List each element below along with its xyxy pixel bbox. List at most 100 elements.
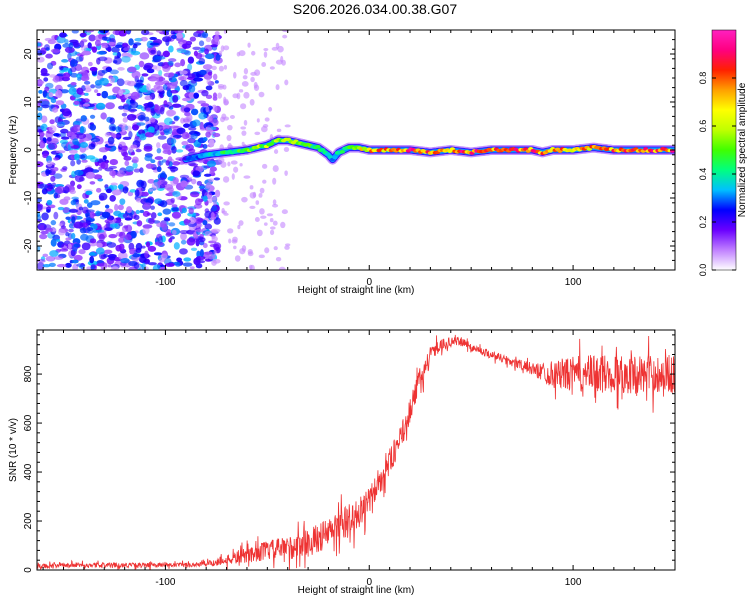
noise-blob (201, 31, 209, 39)
noise-blob (264, 247, 270, 254)
noise-blob (74, 174, 84, 183)
noise-blob (196, 30, 205, 34)
noise-blob (148, 123, 157, 128)
noise-blob (193, 238, 198, 242)
noise-blob (192, 170, 201, 177)
noise-blob (218, 157, 225, 163)
noise-blob (64, 46, 75, 54)
noise-blob (174, 30, 184, 34)
noise-blob (145, 241, 151, 248)
noise-blob (284, 79, 289, 86)
noise-blob (281, 209, 288, 215)
noise-blob (284, 245, 290, 250)
noise-blob (84, 85, 91, 89)
noise-blob (48, 125, 57, 133)
noise-blob (175, 149, 184, 153)
noise-blob (128, 38, 134, 46)
noise-blob (119, 198, 126, 205)
noise-blob (37, 214, 42, 221)
noise-blob (233, 166, 239, 173)
noise-blob (272, 203, 279, 208)
noise-blob (206, 160, 217, 168)
noise-blob (46, 184, 56, 190)
noise-blob (167, 83, 178, 89)
noise-blob (215, 54, 221, 61)
noise-blob (140, 245, 146, 249)
noise-blob (101, 69, 108, 74)
noise-blob (95, 247, 105, 255)
noise-blob (135, 148, 142, 153)
noise-blob (258, 91, 265, 98)
noise-blob (130, 151, 135, 156)
noise-blob (122, 151, 129, 158)
noise-blob (106, 242, 117, 248)
noise-blob (69, 39, 79, 44)
noise-blob (83, 199, 89, 204)
noise-blob (82, 70, 89, 79)
noise-blob (57, 121, 66, 127)
noise-blob (256, 118, 260, 123)
noise-blob (111, 126, 116, 132)
noise-blob (63, 72, 71, 79)
snr-y-tick-label: 400 (23, 463, 34, 480)
noise-blob (133, 81, 144, 89)
snr-frame (36, 329, 676, 571)
noise-blob (56, 238, 61, 242)
snr-series-line (37, 334, 675, 570)
noise-blob (100, 161, 109, 170)
noise-blob (230, 160, 238, 165)
noise-blob (228, 238, 232, 244)
noise-blob (39, 233, 48, 240)
noise-blob (214, 35, 220, 43)
noise-blob (73, 120, 82, 125)
noise-blob (109, 69, 119, 75)
noise-blob (76, 184, 82, 190)
noise-blob (62, 43, 71, 48)
noise-blob (71, 259, 79, 264)
noise-blob (80, 47, 87, 52)
noise-blob (258, 254, 265, 259)
noise-blob (222, 176, 230, 183)
noise-blob (73, 100, 80, 106)
noise-blob (136, 79, 144, 83)
noise-blob (38, 90, 43, 94)
noise-blob (171, 207, 179, 212)
noise-blob (71, 232, 76, 240)
noise-blob (67, 132, 75, 137)
noise-blob (204, 126, 212, 133)
noise-blob (146, 212, 151, 216)
noise-blob (214, 31, 220, 36)
noise-blob (173, 261, 180, 266)
noise-blob (112, 60, 118, 64)
noise-blob (150, 108, 156, 116)
noise-blob (109, 158, 119, 166)
noise-blob (105, 188, 112, 194)
noise-blob (79, 32, 87, 38)
noise-blob (154, 104, 159, 113)
noise-blob (52, 107, 59, 113)
noise-blob (226, 134, 232, 142)
noise-blob (211, 196, 217, 201)
noise-blob (49, 119, 55, 125)
noise-blob (213, 211, 219, 215)
noise-blob (128, 131, 133, 139)
noise-blob (213, 105, 218, 113)
noise-blob (164, 262, 175, 267)
noise-blob (45, 168, 50, 176)
noise-blob (42, 263, 51, 268)
noise-blob (125, 165, 134, 172)
noise-blob (217, 92, 223, 99)
noise-blob (162, 80, 170, 85)
noise-blob (132, 43, 138, 49)
noise-blob (113, 210, 122, 217)
noise-blob (85, 190, 93, 196)
noise-blob (104, 204, 110, 209)
noise-blob (84, 80, 91, 85)
noise-blob (129, 248, 135, 255)
noise-blob (139, 133, 147, 141)
noise-blob (140, 36, 148, 42)
noise-blob (160, 131, 165, 136)
noise-blob (50, 238, 57, 247)
noise-blob (241, 196, 248, 203)
